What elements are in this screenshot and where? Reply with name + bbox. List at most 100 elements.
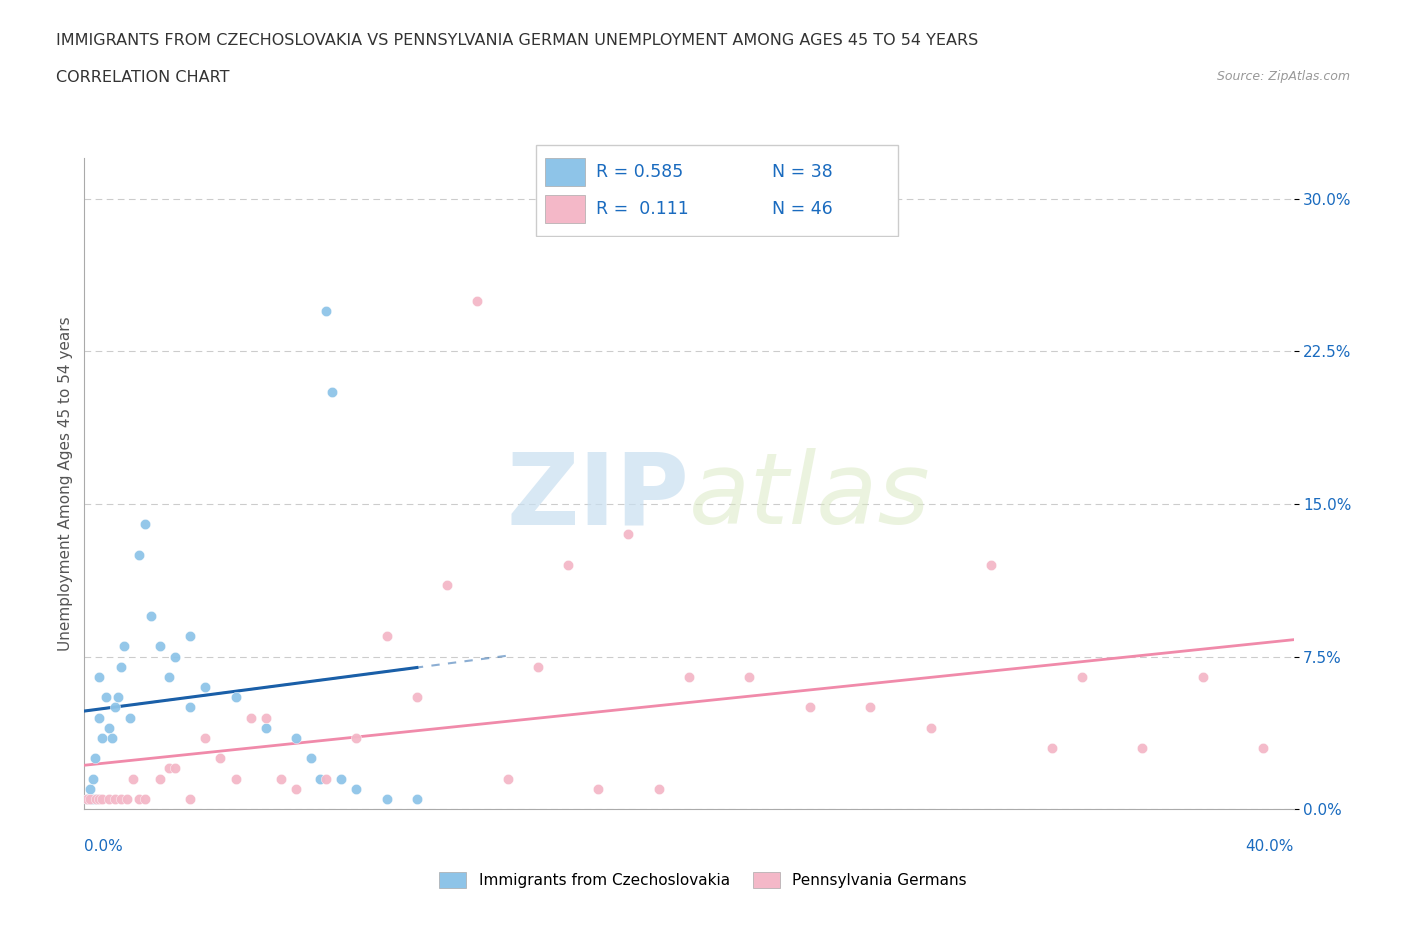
Point xyxy=(80,791,103,806)
Point xyxy=(157,670,180,684)
Point xyxy=(149,771,172,786)
Point xyxy=(980,557,1002,572)
Point xyxy=(436,578,458,592)
Text: 0.0%: 0.0% xyxy=(84,839,124,854)
Point xyxy=(588,781,610,796)
Text: R =  0.111: R = 0.111 xyxy=(596,200,689,219)
Text: CORRELATION CHART: CORRELATION CHART xyxy=(56,70,229,85)
Text: ZIP: ZIP xyxy=(506,448,689,545)
Point xyxy=(107,690,129,705)
Point xyxy=(254,711,277,725)
Text: Source: ZipAtlas.com: Source: ZipAtlas.com xyxy=(1216,70,1350,83)
Point xyxy=(149,639,172,654)
Point xyxy=(557,557,579,572)
Point xyxy=(89,711,111,725)
Text: R = 0.585: R = 0.585 xyxy=(596,163,683,181)
Point xyxy=(91,730,114,745)
Point xyxy=(104,700,127,715)
Point xyxy=(194,730,217,745)
Point xyxy=(315,303,337,318)
Text: N = 38: N = 38 xyxy=(772,163,832,181)
Point xyxy=(467,293,489,308)
Bar xyxy=(546,195,585,223)
Point xyxy=(647,781,671,796)
Point xyxy=(859,700,882,715)
Point xyxy=(77,791,100,806)
Text: N = 46: N = 46 xyxy=(772,200,832,219)
Point xyxy=(76,791,98,806)
Point xyxy=(179,700,201,715)
Point xyxy=(79,791,101,806)
Point xyxy=(920,720,942,735)
Point xyxy=(165,649,187,664)
Point xyxy=(179,629,201,644)
Point xyxy=(134,791,156,806)
Point xyxy=(194,680,217,695)
Point xyxy=(406,791,429,806)
Point xyxy=(309,771,332,786)
Point xyxy=(97,791,120,806)
Point xyxy=(375,791,398,806)
Point xyxy=(97,720,120,735)
Y-axis label: Unemployment Among Ages 45 to 54 years: Unemployment Among Ages 45 to 54 years xyxy=(58,316,73,651)
Point xyxy=(110,659,132,674)
Legend: Immigrants from Czechoslovakia, Pennsylvania Germans: Immigrants from Czechoslovakia, Pennsylv… xyxy=(433,866,973,895)
Point xyxy=(89,791,111,806)
Point xyxy=(1071,670,1094,684)
Point xyxy=(94,690,117,705)
Point xyxy=(86,791,108,806)
Bar xyxy=(546,158,585,186)
Point xyxy=(799,700,821,715)
Point xyxy=(89,670,111,684)
Point xyxy=(1130,740,1153,755)
Text: 40.0%: 40.0% xyxy=(1246,839,1294,854)
Text: IMMIGRANTS FROM CZECHOSLOVAKIA VS PENNSYLVANIA GERMAN UNEMPLOYMENT AMONG AGES 45: IMMIGRANTS FROM CZECHOSLOVAKIA VS PENNSY… xyxy=(56,33,979,47)
Point xyxy=(157,761,180,776)
Point xyxy=(239,711,262,725)
Point xyxy=(110,791,132,806)
Point xyxy=(1251,740,1274,755)
FancyBboxPatch shape xyxy=(536,145,898,236)
Point xyxy=(121,771,143,786)
Point xyxy=(284,730,308,745)
Point xyxy=(527,659,550,674)
Point xyxy=(330,771,353,786)
Point xyxy=(299,751,322,765)
Point xyxy=(346,730,368,745)
Point xyxy=(91,791,114,806)
Point xyxy=(738,670,761,684)
Point xyxy=(321,385,343,400)
Point xyxy=(284,781,308,796)
Point xyxy=(254,720,277,735)
Point xyxy=(100,730,122,745)
Text: atlas: atlas xyxy=(689,448,931,545)
Point xyxy=(1040,740,1063,755)
Point xyxy=(270,771,292,786)
Point xyxy=(165,761,187,776)
Point xyxy=(128,791,150,806)
Point xyxy=(139,608,162,623)
Point xyxy=(112,639,135,654)
Point xyxy=(104,791,127,806)
Point xyxy=(179,791,201,806)
Point xyxy=(82,771,104,786)
Point xyxy=(86,791,108,806)
Point xyxy=(128,548,150,563)
Point xyxy=(118,711,141,725)
Point xyxy=(346,781,368,796)
Point xyxy=(225,690,247,705)
Point xyxy=(678,670,700,684)
Point xyxy=(375,629,398,644)
Point xyxy=(496,771,519,786)
Point xyxy=(209,751,232,765)
Point xyxy=(84,751,107,765)
Point xyxy=(79,781,101,796)
Point xyxy=(115,791,138,806)
Point xyxy=(315,771,337,786)
Point xyxy=(1192,670,1215,684)
Point xyxy=(134,517,156,532)
Point xyxy=(406,690,429,705)
Point xyxy=(225,771,247,786)
Point xyxy=(76,791,98,806)
Point xyxy=(617,527,640,542)
